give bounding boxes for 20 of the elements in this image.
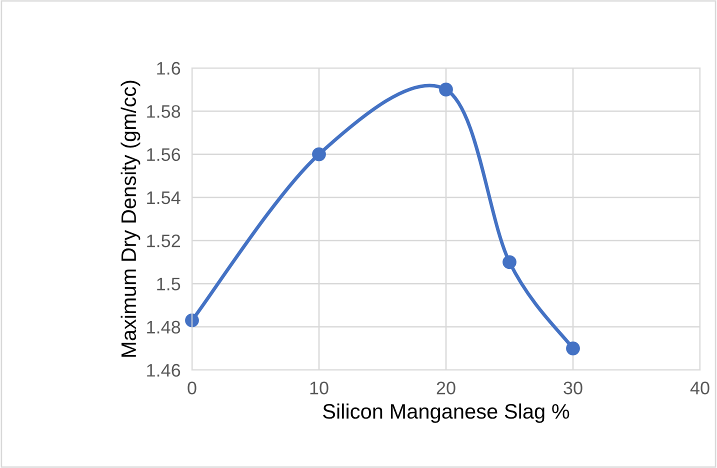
x-tick-label: 10: [310, 382, 328, 394]
y-tick-label: 1.48: [147, 320, 180, 334]
y-tick-label: 1.52: [147, 234, 180, 248]
y-tick-label: 1.56: [147, 148, 180, 162]
y-axis-title: Maximum Dry Density (gm/cc): [120, 80, 140, 357]
point: [185, 313, 199, 328]
x-tick-label: 40: [690, 382, 710, 394]
x-axis-title: Silicon Manganese Slag %: [323, 404, 570, 423]
x-tick-label: 0: [188, 382, 196, 394]
point: [439, 82, 453, 97]
x-tick-label: 20: [436, 382, 456, 394]
point: [566, 341, 580, 356]
y-tick-label: 1.5: [157, 278, 180, 290]
point: [502, 255, 516, 270]
x-tick-label: 30: [564, 382, 582, 394]
point: [312, 147, 326, 162]
y-tick-label: 1.58: [147, 105, 180, 118]
y-tick-label: 1.6: [157, 62, 180, 75]
y-tick-label: 1.54: [147, 192, 180, 204]
y-tick-label: 1.46: [147, 364, 180, 377]
